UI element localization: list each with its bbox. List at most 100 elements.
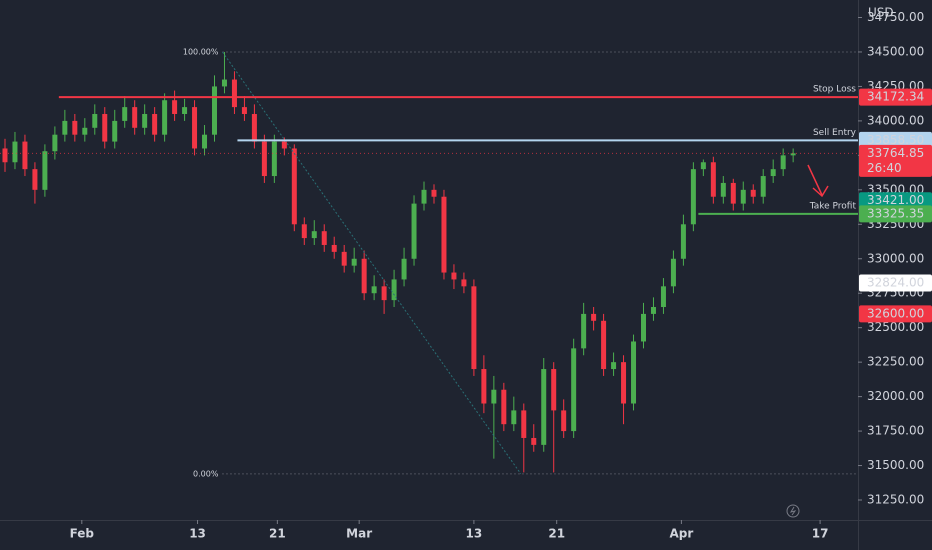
candle-body — [521, 410, 527, 438]
candle-body — [361, 258, 367, 294]
candle-body — [162, 100, 168, 135]
candle-body — [760, 176, 766, 197]
candle-body — [32, 169, 38, 190]
candle-body — [770, 169, 776, 177]
candle-body — [541, 369, 547, 445]
candle-body — [451, 272, 457, 280]
candle-body — [401, 258, 407, 280]
candle-body — [22, 141, 28, 170]
candle-body — [611, 362, 617, 370]
price-tag — [859, 274, 932, 292]
candle-body — [690, 169, 696, 225]
candle-body — [311, 231, 317, 239]
candle-body — [680, 224, 686, 259]
currency: USD — [868, 6, 894, 20]
candle-body — [331, 244, 337, 252]
candle-body — [102, 114, 108, 142]
candle-body — [700, 162, 706, 170]
candle-body — [92, 114, 98, 128]
price-tag — [859, 192, 932, 210]
candle-body — [551, 369, 557, 411]
candle-body — [241, 107, 247, 115]
candle-body — [670, 258, 676, 287]
candle-body — [720, 182, 726, 197]
x-tick-label: 17 — [812, 527, 829, 541]
candle-body — [561, 410, 567, 432]
candle-body — [710, 162, 716, 197]
candle-body — [62, 120, 68, 135]
candle-body — [631, 341, 637, 404]
candle-body — [481, 369, 487, 404]
candle-body — [271, 141, 277, 177]
candle-body — [192, 107, 198, 149]
fib-label: 100.00% — [183, 47, 219, 56]
y-tick-label: 31500.00 — [867, 458, 924, 472]
price-tag-label: 32600.00 — [867, 306, 924, 320]
candle-body — [511, 410, 517, 425]
price-tag-label: 33858.50 — [867, 133, 924, 147]
replay-icon[interactable] — [786, 504, 800, 518]
price-tag-label: 33325.35 — [867, 206, 924, 220]
candle-body — [581, 313, 587, 349]
candle-body — [601, 320, 607, 370]
y-tick-label: 34750.00 — [867, 10, 924, 24]
candle-body — [52, 134, 58, 152]
y-tick-label: 32250.00 — [867, 355, 924, 369]
candle-body — [461, 279, 467, 287]
price-tag — [859, 305, 932, 323]
candle-body — [411, 203, 417, 259]
candle-body — [321, 231, 327, 245]
candle-body — [12, 141, 18, 163]
candle-body — [471, 286, 477, 370]
x-tick-label: Mar — [346, 527, 372, 541]
level-label: Stop Loss — [813, 85, 856, 95]
candle-body — [531, 437, 537, 445]
candle-body — [291, 148, 297, 225]
candle-body — [391, 279, 397, 301]
candle-body — [441, 196, 447, 273]
candle-body — [122, 107, 128, 121]
x-tick-label: 21 — [548, 527, 565, 541]
y-tick-label: 34500.00 — [867, 44, 924, 58]
candle-body — [301, 224, 307, 239]
candle-body — [381, 286, 387, 301]
candle-body — [660, 286, 666, 308]
x-tick-label: Apr — [670, 527, 694, 541]
candle-body — [72, 120, 78, 135]
candle-body — [501, 389, 507, 425]
countdown: 26:40 — [867, 161, 902, 175]
x-tick-label: 13 — [466, 527, 483, 541]
level-label: Take Profit — [809, 201, 857, 211]
candle-body — [650, 307, 656, 314]
candle-body — [790, 153, 796, 156]
y-tick-label: 34000.00 — [867, 113, 924, 127]
candle-body — [750, 189, 756, 197]
candle-body — [2, 148, 8, 163]
candle-body — [740, 189, 746, 204]
y-tick-label: 31750.00 — [867, 424, 924, 438]
candle-body — [351, 258, 357, 266]
candle-body — [281, 141, 287, 149]
y-tick-label: 31250.00 — [867, 493, 924, 507]
price-tag-label: 32824.00 — [867, 276, 924, 290]
candle-body — [112, 120, 118, 142]
candle-body — [730, 182, 736, 204]
candle-body — [132, 107, 138, 128]
price-tag — [859, 131, 932, 149]
level-label: Sell Entry — [813, 128, 857, 138]
price-tag-label: 33421.00 — [867, 193, 924, 207]
candle-body — [231, 79, 237, 108]
price-tag — [859, 205, 932, 223]
candle-body — [221, 79, 227, 87]
candle-body — [182, 107, 188, 115]
candle-body — [591, 313, 597, 321]
candle-body — [341, 251, 347, 266]
y-tick-label: 32500.00 — [867, 320, 924, 334]
candle-body — [621, 362, 627, 404]
sell-arrow — [807, 164, 829, 198]
candle-body — [251, 114, 257, 142]
candle-body — [152, 114, 158, 135]
fib-label: 0.00% — [193, 469, 219, 478]
candle-body — [491, 389, 497, 404]
